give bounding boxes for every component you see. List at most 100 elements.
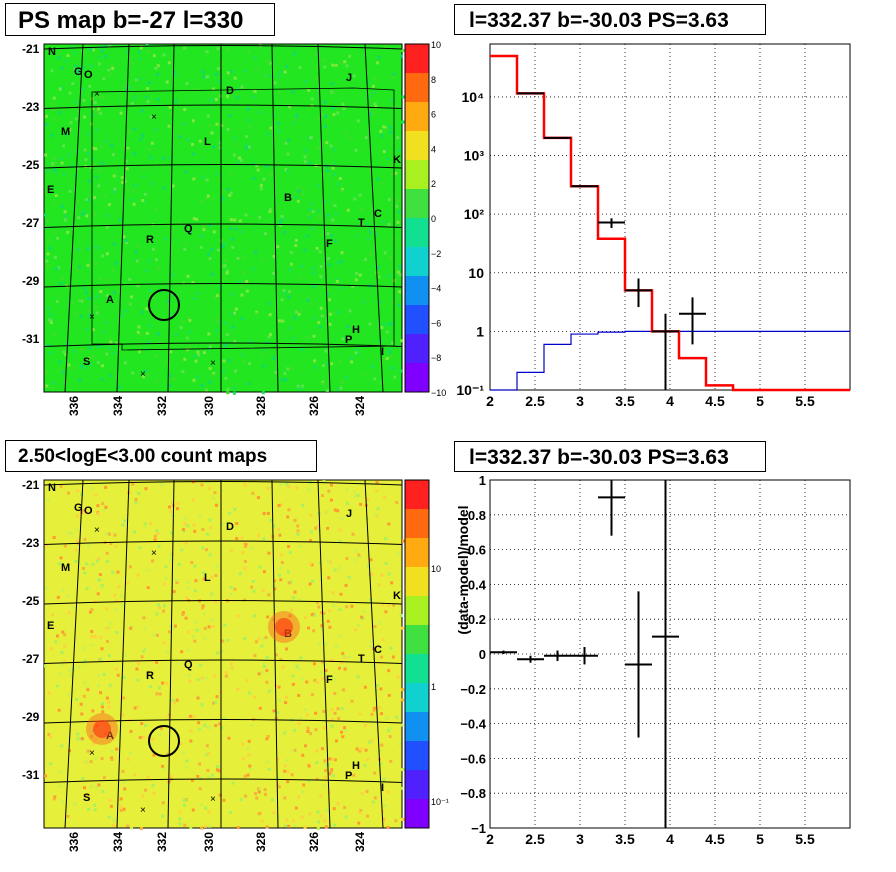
noise-pixel [198, 514, 202, 518]
noise-pixel [348, 309, 352, 313]
noise-pixel [366, 498, 370, 502]
noise-pixel [107, 346, 111, 350]
noise-pixel [217, 722, 221, 726]
noise-pixel [301, 504, 305, 508]
source-label-p: P [345, 334, 352, 346]
noise-pixel [138, 350, 142, 354]
noise-pixel [75, 528, 79, 532]
noise-pixel [333, 204, 337, 208]
noise-pixel [341, 651, 345, 655]
noise-pixel [268, 208, 272, 212]
noise-pixel [146, 775, 150, 779]
noise-pixel [350, 699, 354, 703]
noise-pixel [291, 674, 295, 678]
noise-pixel [304, 79, 308, 83]
noise-pixel [167, 630, 171, 634]
noise-pixel [324, 114, 328, 118]
noise-pixel [343, 667, 347, 671]
noise-pixel [373, 77, 377, 81]
noise-pixel [283, 292, 287, 296]
noise-pixel [319, 671, 323, 675]
noise-pixel [116, 673, 120, 677]
noise-pixel [360, 791, 364, 795]
noise-pixel [60, 86, 64, 90]
noise-pixel [286, 780, 290, 784]
colorbar-frame [404, 43, 430, 393]
noise-pixel [333, 508, 337, 512]
noise-pixel [181, 751, 185, 755]
noise-pixel [277, 129, 281, 133]
noise-pixel [197, 727, 201, 731]
x-tick-label: 334 [111, 396, 125, 416]
noise-pixel [350, 604, 354, 608]
noise-pixel [343, 806, 347, 810]
noise-pixel [341, 688, 345, 692]
noise-pixel [365, 789, 369, 793]
noise-pixel [60, 66, 64, 70]
noise-pixel [277, 777, 281, 781]
noise-pixel [303, 744, 307, 748]
noise-pixel [147, 81, 151, 85]
noise-pixel [313, 678, 317, 682]
noise-pixel [46, 343, 50, 347]
source-label-r: R [146, 670, 154, 682]
noise-pixel [206, 480, 210, 484]
noise-pixel [192, 217, 196, 221]
noise-pixel [90, 486, 94, 490]
noise-pixel [331, 591, 335, 595]
x-tick-label: 5 [756, 393, 764, 409]
noise-pixel [186, 316, 190, 320]
y-tick-label: 10⁴ [462, 89, 485, 105]
noise-pixel [162, 53, 166, 57]
noise-pixel [98, 573, 102, 577]
noise-pixel [291, 682, 295, 686]
noise-pixel [284, 701, 288, 705]
noise-pixel [94, 493, 98, 497]
lat-grid-line [43, 342, 403, 347]
noise-pixel [255, 310, 259, 314]
residual-plot [489, 479, 851, 829]
noise-pixel [307, 488, 311, 492]
noise-pixel [314, 728, 318, 732]
noise-pixel [327, 256, 331, 260]
noise-pixel [261, 637, 265, 641]
noise-pixel [230, 549, 234, 553]
noise-pixel [346, 335, 350, 339]
noise-pixel [73, 64, 77, 68]
noise-pixel [122, 807, 126, 811]
noise-pixel [87, 356, 91, 360]
noise-pixel [162, 609, 166, 613]
x-tick-label: 3.5 [615, 393, 635, 409]
noise-pixel [370, 664, 374, 668]
noise-pixel [95, 95, 99, 99]
noise-pixel [333, 711, 337, 715]
noise-pixel [95, 128, 99, 132]
noise-pixel [281, 665, 285, 669]
noise-pixel [368, 252, 372, 256]
noise-pixel [119, 797, 123, 801]
noise-pixel [331, 218, 335, 222]
noise-pixel [112, 823, 116, 827]
noise-pixel [323, 125, 327, 129]
noise-pixel [204, 388, 208, 392]
noise-pixel [325, 362, 329, 366]
noise-pixel [329, 658, 333, 662]
noise-pixel [334, 644, 338, 648]
noise-pixel [348, 54, 352, 58]
noise-pixel [297, 312, 301, 316]
noise-pixel [119, 111, 123, 115]
noise-pixel [238, 572, 242, 576]
noise-pixel [94, 738, 98, 742]
noise-pixel [345, 488, 349, 492]
noise-pixel [100, 377, 104, 381]
noise-pixel [88, 179, 92, 183]
noise-pixel [257, 672, 261, 676]
noise-pixel [213, 491, 217, 495]
noise-pixel [51, 386, 55, 390]
noise-pixel [113, 593, 117, 597]
noise-pixel [52, 168, 56, 172]
noise-pixel [222, 242, 226, 246]
noise-pixel [105, 626, 109, 630]
noise-pixel [267, 74, 271, 78]
noise-pixel [303, 707, 307, 711]
